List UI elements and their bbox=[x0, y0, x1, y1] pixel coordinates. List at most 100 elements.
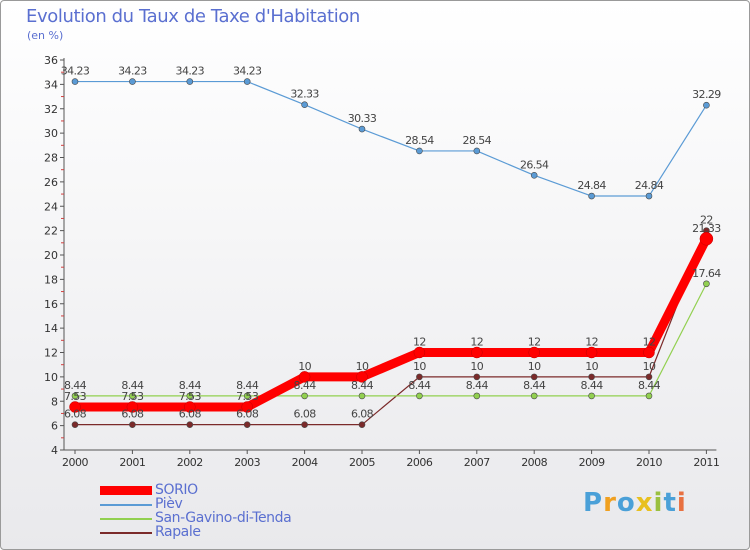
data-point bbox=[528, 346, 540, 359]
data-label: 8.44 bbox=[466, 379, 489, 392]
data-label: 8.44 bbox=[179, 379, 202, 392]
data-point bbox=[703, 280, 710, 288]
data-point bbox=[186, 421, 194, 428]
y-tick-label: 22 bbox=[44, 225, 58, 238]
x-tick-label: 2006 bbox=[406, 456, 432, 469]
data-label: 10 bbox=[356, 360, 369, 373]
series-line bbox=[75, 230, 707, 426]
y-tick-label: 26 bbox=[44, 176, 58, 189]
data-label: 34.23 bbox=[233, 65, 262, 78]
data-label: 8.44 bbox=[64, 379, 87, 392]
data-label: 12 bbox=[470, 336, 483, 349]
data-point bbox=[243, 392, 251, 400]
data-point bbox=[530, 373, 538, 381]
data-label: 8.44 bbox=[236, 379, 259, 392]
data-label: 10 bbox=[298, 360, 311, 373]
data-label: 32.29 bbox=[692, 88, 721, 101]
data-point bbox=[356, 371, 368, 383]
x-tick-label: 2008 bbox=[521, 456, 547, 469]
data-label: 26.54 bbox=[520, 158, 549, 171]
data-point bbox=[413, 346, 426, 359]
x-tick-label: 2010 bbox=[636, 456, 662, 469]
data-label: 10 bbox=[528, 360, 541, 373]
data-label: 8.44 bbox=[121, 379, 144, 392]
data-label: 7.53 bbox=[179, 390, 202, 403]
data-point bbox=[699, 232, 714, 246]
data-label: 24.84 bbox=[577, 179, 606, 192]
y-tick-label: 14 bbox=[44, 322, 58, 335]
data-label: 22 bbox=[700, 214, 713, 227]
x-tick-label: 2011 bbox=[693, 456, 719, 469]
y-tick-label: 28 bbox=[44, 152, 58, 165]
data-point bbox=[129, 78, 136, 85]
data-point bbox=[416, 147, 423, 155]
legend-label: Pièv bbox=[155, 496, 183, 512]
legend-label: SORIO bbox=[155, 482, 198, 498]
data-label: 10 bbox=[643, 360, 656, 373]
data-point bbox=[358, 125, 366, 133]
data-label: 28.54 bbox=[463, 134, 492, 147]
x-tick-label: 2005 bbox=[349, 456, 375, 469]
data-point bbox=[243, 78, 251, 85]
data-label: 32.33 bbox=[290, 88, 319, 101]
x-tick-label: 2007 bbox=[464, 456, 490, 469]
legend-label: San-Gavino-di-Tenda bbox=[155, 510, 292, 526]
data-label: 12 bbox=[643, 336, 656, 349]
data-point bbox=[186, 78, 194, 85]
y-tick-label: 20 bbox=[44, 249, 58, 262]
legend-swatch bbox=[100, 532, 152, 534]
y-tick-label: 24 bbox=[44, 200, 58, 213]
data-label: 8.44 bbox=[294, 379, 317, 392]
data-label: 21.33 bbox=[692, 222, 721, 235]
legend-swatch bbox=[100, 518, 152, 520]
y-tick-label: 36 bbox=[44, 54, 58, 67]
y-tick-label: 10 bbox=[44, 371, 58, 384]
data-label: 8.44 bbox=[351, 379, 374, 392]
data-label: 34.23 bbox=[176, 65, 205, 78]
data-point bbox=[703, 101, 710, 109]
data-label: 7.53 bbox=[236, 390, 259, 403]
data-label: 6.08 bbox=[121, 408, 144, 421]
data-label: 17.64 bbox=[692, 267, 721, 280]
data-point bbox=[241, 401, 253, 413]
data-point bbox=[71, 78, 79, 85]
data-point bbox=[473, 147, 481, 155]
data-point bbox=[416, 392, 423, 400]
data-label: 28.54 bbox=[405, 134, 434, 147]
legend-swatch bbox=[100, 504, 152, 506]
data-label: 12 bbox=[585, 336, 598, 349]
chart-title: Evolution du Taux de Taxe d'Habitation bbox=[26, 6, 360, 27]
data-label: 8.44 bbox=[523, 379, 546, 392]
data-point bbox=[301, 392, 308, 400]
data-label: 7.53 bbox=[121, 390, 144, 403]
data-point bbox=[643, 346, 655, 359]
data-point bbox=[71, 392, 79, 400]
x-tick-label: 2001 bbox=[119, 456, 145, 469]
data-point bbox=[184, 401, 196, 413]
y-tick-label: 6 bbox=[51, 420, 58, 433]
data-point bbox=[645, 392, 653, 400]
series-line bbox=[75, 283, 707, 397]
data-label: 6.08 bbox=[236, 408, 259, 421]
data-label: 30.33 bbox=[348, 112, 377, 125]
data-point bbox=[530, 392, 538, 400]
data-label: 6.08 bbox=[179, 408, 202, 421]
x-tick-label: 2002 bbox=[177, 456, 203, 469]
x-tick-label: 2009 bbox=[579, 456, 605, 469]
series-line bbox=[75, 236, 711, 412]
data-point bbox=[588, 373, 595, 381]
y-tick-label: 18 bbox=[44, 273, 58, 286]
y-tick-label: 34 bbox=[44, 78, 58, 91]
data-point bbox=[126, 401, 139, 413]
data-point bbox=[129, 421, 136, 428]
y-tick-label: 12 bbox=[44, 347, 58, 360]
legend-swatch bbox=[100, 486, 152, 495]
legend-label: Rapale bbox=[155, 524, 201, 540]
data-point bbox=[301, 101, 308, 109]
data-point bbox=[473, 373, 481, 381]
data-label: 10 bbox=[585, 360, 598, 373]
data-label: 24.84 bbox=[635, 179, 664, 192]
data-label: 8.44 bbox=[581, 379, 604, 392]
